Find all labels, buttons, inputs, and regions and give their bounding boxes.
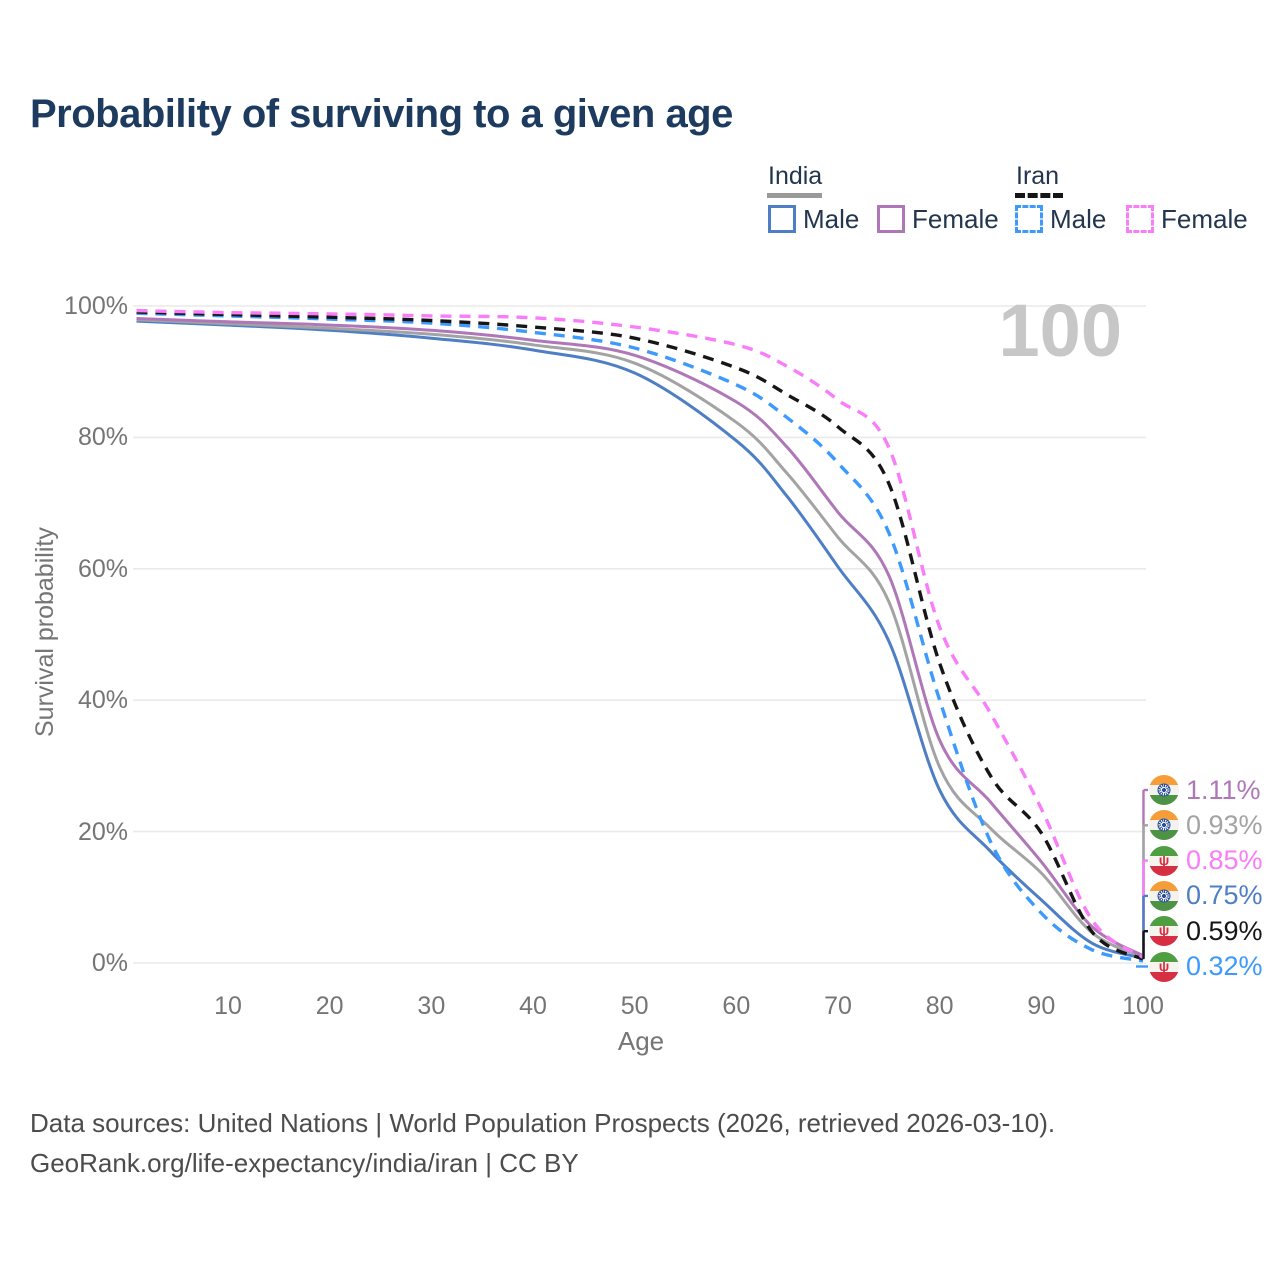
end-label-value: 1.11%	[1186, 774, 1261, 805]
y-tick-80%: 80%	[77, 423, 128, 452]
x-tick-100: 100	[1122, 992, 1164, 1020]
legend-item-india-male-label: Male	[803, 203, 860, 234]
end-label-value: 0.59%	[1186, 915, 1263, 946]
y-tick-0%: 0%	[91, 949, 128, 977]
gridlines	[133, 305, 1146, 964]
y-tick-100%: 100%	[64, 292, 128, 320]
legend-item-india-male[interactable]: Male	[768, 204, 859, 234]
end-label-connectors	[1136, 788, 1148, 968]
legend-item-iran-male[interactable]: Male	[1015, 204, 1106, 234]
data-sources-line: Data sources: United Nations | World Pop…	[30, 1108, 1056, 1138]
legend-item-iran-male-label: Male	[1050, 203, 1107, 234]
end-label-value: 0.75%	[1186, 880, 1263, 911]
end-label-row-india-both-sexes: 0.93%	[1149, 809, 1263, 841]
iran-flag-icon	[1149, 845, 1179, 876]
series-line-iran-both-sexes	[136, 310, 1144, 961]
india-flag-icon	[1149, 775, 1179, 805]
legend-item-iran-female-label: Female	[1161, 203, 1248, 234]
end-label-value: 0.32%	[1186, 951, 1263, 981]
x-tick-10: 10	[214, 992, 242, 1020]
legend-group-india-title: India	[768, 162, 823, 190]
legend-group-india-underline	[767, 193, 822, 198]
x-tick-30: 30	[417, 992, 446, 1020]
end-label-row-iran-female: 0.85%	[1149, 845, 1263, 877]
series-line-india-male	[136, 319, 1144, 960]
hovered-age-watermark: 100	[998, 289, 1122, 372]
legend-item-india-female[interactable]: Female	[877, 204, 999, 234]
end-label-row-iran-male: 0.32%	[1149, 951, 1263, 983]
india-flag-icon	[1149, 880, 1179, 911]
series-line-india-female	[136, 317, 1144, 958]
y-tick-40%: 40%	[77, 686, 128, 715]
legend-swatch-iran-male	[1015, 205, 1043, 233]
legend-swatch-india-male	[768, 205, 796, 233]
legend-group-iran-underline	[1015, 193, 1063, 198]
end-label-row-india-male: 0.75%	[1149, 880, 1263, 912]
iran-flag-icon	[1149, 951, 1179, 982]
x-axis-title: Age	[617, 1026, 665, 1056]
x-tick-20: 20	[315, 992, 344, 1020]
legend-item-india-female-label: Female	[912, 203, 999, 234]
end-label-row-india-female: 1.11%	[1149, 774, 1261, 806]
x-tick-50: 50	[620, 992, 649, 1020]
legend-swatch-india-female	[877, 205, 905, 233]
end-label-value: 0.93%	[1186, 809, 1263, 840]
end-label-row-iran-both-sexes: 0.59%	[1149, 915, 1263, 947]
series-line-india-both-sexes	[136, 318, 1144, 959]
legend-item-iran-female[interactable]: Female	[1126, 204, 1248, 234]
y-tick-60%: 60%	[77, 554, 128, 583]
attribution-line: GeoRank.org/life-expectancy/india/iran |…	[30, 1148, 579, 1178]
chart-plot-area[interactable]	[133, 306, 1146, 963]
x-tick-80: 80	[925, 992, 954, 1020]
series-line-iran-male	[136, 311, 1144, 963]
y-tick-20%: 20%	[77, 817, 128, 846]
legend-swatch-iran-female	[1126, 205, 1154, 233]
iran-flag-icon	[1149, 916, 1179, 947]
legend-group-iran-title: Iran	[1016, 162, 1060, 190]
end-label-value: 0.85%	[1186, 845, 1263, 876]
page-title: Probability of surviving to a given age	[30, 92, 733, 136]
x-tick-40: 40	[519, 992, 547, 1020]
india-flag-icon	[1149, 810, 1179, 841]
x-tick-90: 90	[1027, 992, 1056, 1020]
x-tick-70: 70	[824, 992, 852, 1020]
x-tick-60: 60	[722, 992, 751, 1020]
